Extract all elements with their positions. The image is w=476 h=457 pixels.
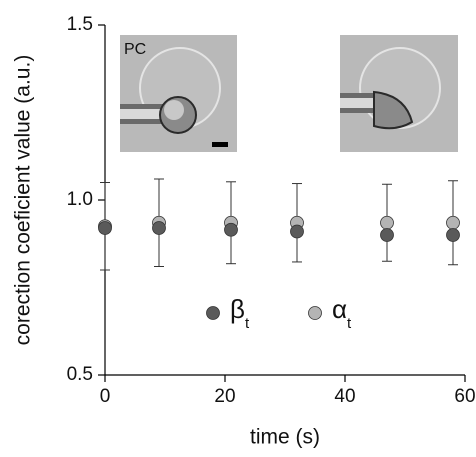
x-tick-label: 20 xyxy=(214,386,235,407)
inset-label: PC xyxy=(124,41,146,58)
inset-image xyxy=(340,35,458,152)
legend-label: α xyxy=(332,294,347,324)
point xyxy=(446,215,460,230)
legend-label: β xyxy=(230,294,245,324)
point xyxy=(98,221,112,235)
point xyxy=(446,228,460,242)
inset-image xyxy=(120,35,237,152)
x-axis-title: time (s) xyxy=(250,426,320,449)
legend-marker xyxy=(206,306,220,320)
x-tick-label: 60 xyxy=(454,386,475,407)
legend-subscript: t xyxy=(347,315,352,332)
y-tick-label: 0.5 xyxy=(67,364,93,385)
y-axis-title: corection coeficient value (a.u.) xyxy=(12,55,35,346)
point xyxy=(152,221,166,235)
legend-subscript: t xyxy=(245,315,250,332)
point xyxy=(224,222,238,237)
point xyxy=(380,228,394,242)
y-tick-label: 1.5 xyxy=(67,14,93,35)
point xyxy=(380,215,394,230)
x-tick-label: 40 xyxy=(334,386,355,407)
legend-marker xyxy=(308,306,322,320)
point xyxy=(290,224,304,239)
y-tick-label: 1.0 xyxy=(67,189,93,210)
x-tick-label: 0 xyxy=(100,386,111,407)
